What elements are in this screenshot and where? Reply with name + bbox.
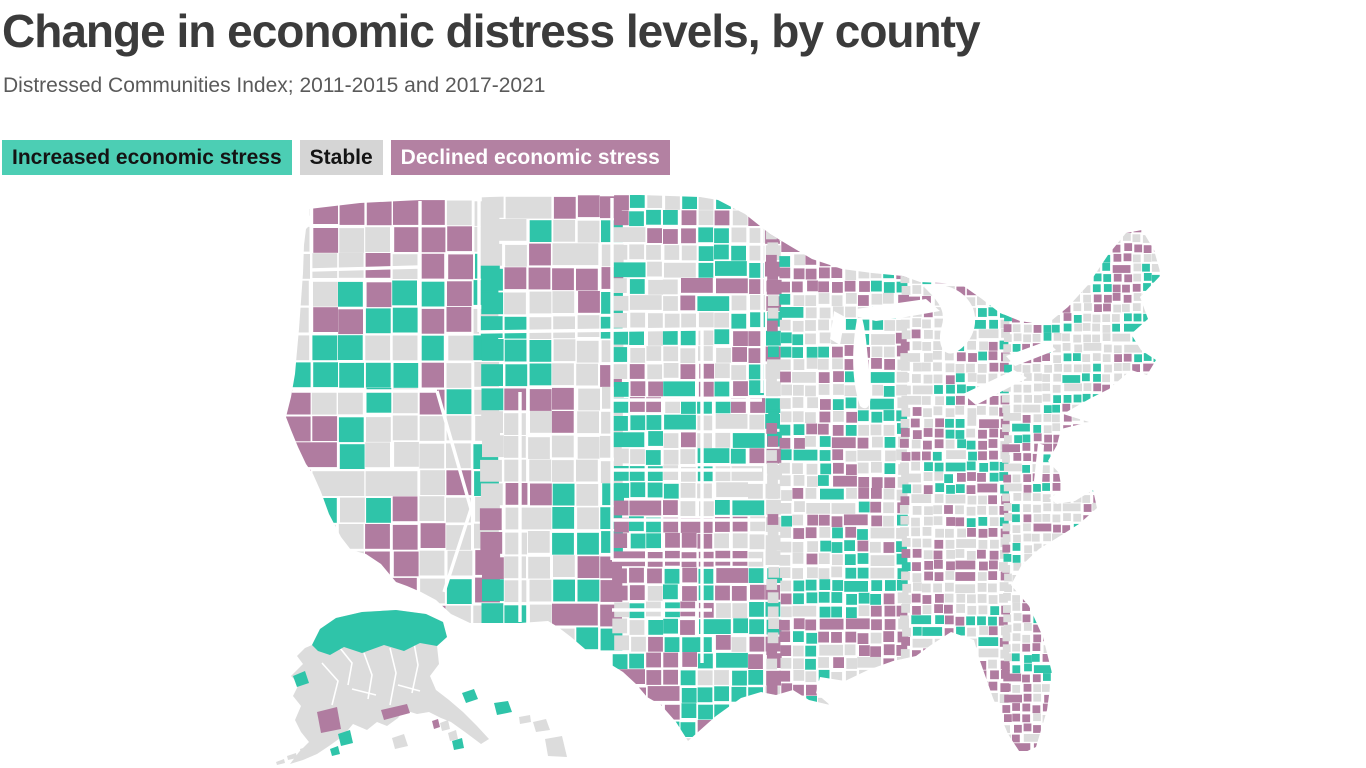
legend-chip-declined: Declined economic stress: [390, 140, 670, 175]
lake-michigan: [853, 318, 871, 409]
green-bay: [830, 311, 845, 345]
header: Change in economic distress levels, by c…: [2, 6, 1362, 98]
page-subtitle: Distressed Communities Index; 2011-2015 …: [3, 73, 546, 97]
alaska-inset: [276, 610, 489, 765]
lake-erie: [963, 370, 1027, 405]
legend-chip-stable: Stable: [299, 140, 383, 175]
great-lakes-water: [830, 285, 1056, 485]
lake-ontario: [1006, 341, 1056, 366]
alaska-borough-borders: [321, 642, 421, 706]
legend: Increased economic stress Stable Decline…: [2, 140, 670, 175]
hawaii-inset: [462, 689, 567, 757]
state-borders: [288, 198, 766, 663]
lake-straits: [856, 299, 940, 321]
chesapeake-bay: [1034, 443, 1044, 485]
lake-huron: [924, 285, 976, 354]
alaska-county-shapes: [276, 610, 464, 765]
us-county-choropleth-map: [0, 193, 1366, 768]
map-canvas: [276, 195, 1161, 765]
page-title: Change in economic distress levels, by c…: [2, 5, 981, 57]
legend-chip-increased: Increased economic stress: [2, 140, 292, 175]
